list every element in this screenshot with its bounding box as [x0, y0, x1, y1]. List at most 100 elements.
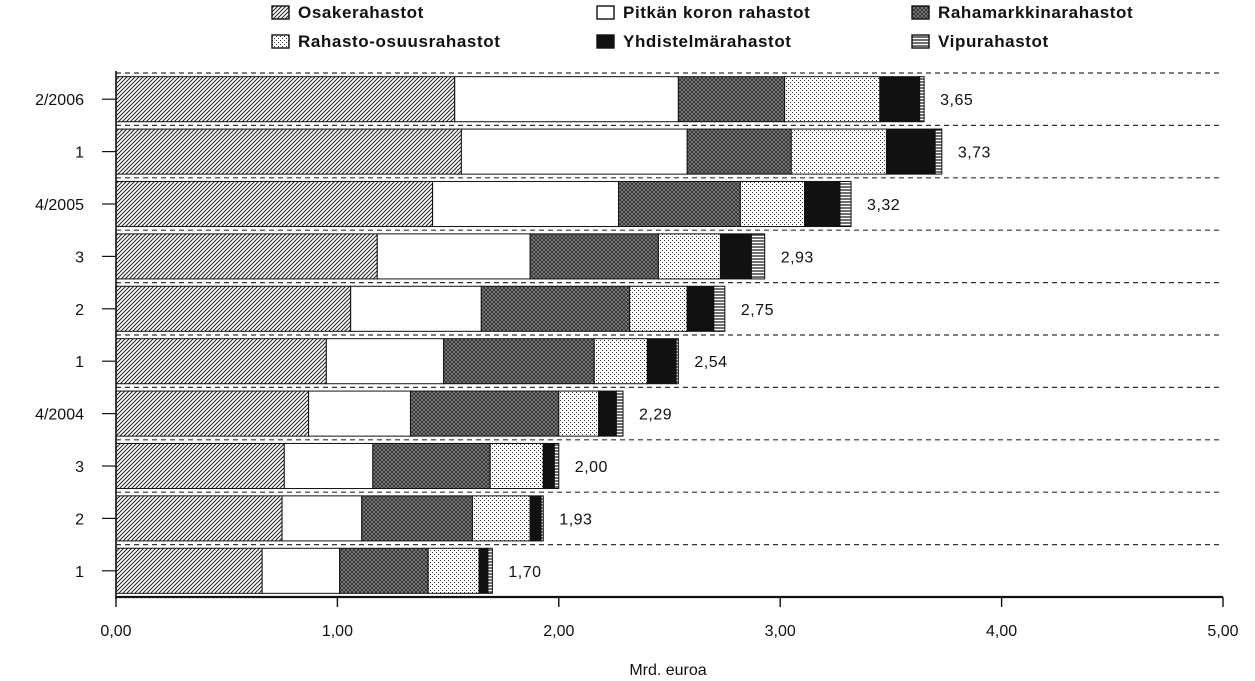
total-label: 2,93 — [781, 249, 814, 266]
bar-segment — [934, 128, 943, 175]
bar-segment — [713, 285, 726, 332]
bar-segment — [839, 180, 852, 228]
bar-segment — [657, 233, 721, 280]
bar-segment — [540, 495, 544, 542]
bar-segment — [487, 547, 493, 594]
bar-segment — [529, 495, 542, 542]
x-tick-label: 1,00 — [322, 623, 353, 640]
total-label: 3,73 — [958, 145, 991, 162]
bar-segment — [646, 338, 677, 385]
total-label: 3,65 — [940, 92, 973, 109]
bar-segment — [739, 180, 806, 228]
bar-segment — [790, 128, 887, 175]
bar-segment — [432, 180, 620, 228]
bar-segment — [339, 547, 429, 594]
legend-label: Rahasto-osuusrahastot — [298, 32, 500, 51]
bar-segment — [308, 390, 411, 437]
bar-segment — [115, 128, 462, 175]
legend-label: Osakerahastot — [298, 3, 424, 22]
bar-segment — [885, 128, 936, 175]
bar-segment — [919, 76, 925, 123]
total-label: 2,29 — [639, 407, 672, 424]
legend-swatch — [596, 34, 615, 49]
legend-swatch — [911, 34, 930, 49]
total-labels: 3,65 3,73 3,32 2,93 2,75 2,54 2,29 2,00 1,93 1,70 — [508, 92, 991, 581]
bar-segment — [675, 338, 679, 385]
bar-segment — [350, 285, 482, 332]
bar-segment — [529, 233, 659, 280]
bar-segment — [558, 390, 600, 437]
category-label: 2 — [75, 302, 84, 319]
bar-segment — [471, 495, 531, 542]
bar-segment — [427, 547, 480, 594]
bar-segment — [454, 76, 679, 123]
bar-segment — [553, 442, 560, 490]
category-label: 1 — [75, 145, 84, 162]
bar-segment — [376, 233, 531, 280]
bar-segment — [325, 338, 445, 385]
category-label: 3 — [75, 249, 84, 266]
bar-segment — [283, 442, 374, 490]
bar-segment — [677, 76, 786, 123]
x-tick-label: 0,00 — [100, 623, 131, 640]
bar-segment — [115, 285, 352, 332]
bars — [115, 76, 943, 594]
bar-segment — [281, 495, 363, 542]
bar-segment — [460, 128, 688, 175]
bar-segment — [686, 285, 715, 332]
legend-swatch — [271, 5, 290, 20]
legend-label: Yhdistelmärahastot — [623, 32, 792, 51]
category-label: 3 — [75, 459, 84, 476]
legend-label: Pitkän koron rahastot — [623, 3, 810, 22]
bar-segment — [615, 390, 624, 437]
total-label: 1,93 — [559, 511, 592, 528]
x-tick-label: 3,00 — [765, 623, 796, 640]
bar-segment — [115, 547, 263, 594]
category-label: 2 — [75, 511, 84, 528]
category-label: 1 — [75, 354, 84, 371]
bar-segment — [629, 285, 688, 332]
bar-segment — [115, 180, 434, 228]
category-label: 1 — [75, 564, 84, 581]
bar-segment — [598, 390, 617, 437]
axes: 2/2006 1 4/2005 3 2 1 4/2004 3 2 1 0,00 1,00 2,00 3,0… — [35, 71, 1239, 640]
x-tick-label: 2,00 — [543, 623, 574, 640]
legend-label: Rahamarkkinarahastot — [938, 3, 1133, 22]
bar-segment — [478, 547, 489, 594]
total-label: 3,32 — [867, 197, 900, 214]
bar-segment — [443, 338, 595, 385]
bar-segment — [784, 76, 881, 123]
legend-swatch — [911, 5, 930, 20]
bar-segment — [115, 233, 378, 280]
bar-segment — [593, 338, 648, 385]
x-tick-label: 4,00 — [986, 623, 1017, 640]
bar-segment — [115, 76, 456, 123]
bar-segment — [719, 233, 752, 280]
x-tick-label: 5,00 — [1207, 623, 1238, 640]
category-label: 4/2004 — [35, 407, 84, 424]
bar-segment — [409, 390, 560, 437]
legend-swatch — [271, 34, 290, 49]
bar-segment — [115, 442, 285, 490]
total-label: 1,70 — [508, 564, 541, 581]
x-axis-title: Mrd. euroa — [629, 662, 706, 679]
bar-segment — [750, 233, 766, 280]
bar-segment — [686, 128, 792, 175]
bar-segment — [542, 442, 555, 490]
bar-segment — [115, 338, 327, 385]
legend: Osakerahastot Pitkän koron rahastot Rahama… — [271, 3, 1133, 51]
legend-swatch — [596, 5, 615, 20]
category-label: 4/2005 — [35, 197, 84, 214]
bar-segment — [372, 442, 491, 490]
bar-segment — [879, 76, 921, 123]
total-label: 2,54 — [694, 354, 727, 371]
bar-segment — [618, 180, 741, 228]
category-label: 2/2006 — [35, 92, 84, 109]
legend-label: Vipurahastot — [938, 32, 1049, 51]
total-label: 2,00 — [575, 459, 608, 476]
bar-segment — [115, 390, 310, 437]
bar-segment — [480, 285, 631, 332]
bar-segment — [261, 547, 341, 594]
bar-segment — [115, 495, 283, 542]
